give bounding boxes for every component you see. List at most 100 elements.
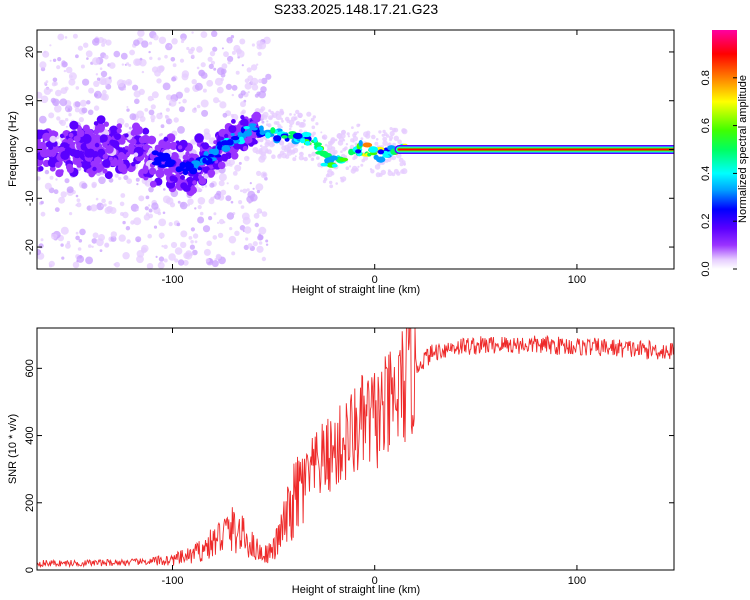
noise-dot [197, 205, 202, 210]
noise-dot [53, 189, 59, 195]
band-blob [118, 159, 124, 166]
band-blob [92, 166, 97, 172]
noise-dot [55, 89, 62, 97]
noise-dot [219, 101, 227, 109]
noise-dot [346, 132, 350, 136]
noise-dot [148, 208, 153, 213]
band-blob [231, 119, 236, 124]
noise-dot [52, 58, 57, 62]
noise-dot [191, 108, 197, 113]
noise-dot [158, 218, 167, 227]
noise-dot [145, 195, 150, 200]
noise-dot [207, 56, 213, 62]
ridge-spot [159, 154, 166, 161]
noise-dot [201, 186, 204, 189]
noise-dot [124, 122, 129, 128]
band-blob [253, 115, 261, 123]
noise-dot [178, 101, 181, 104]
noise-dot [98, 176, 106, 185]
noise-dot [174, 247, 183, 255]
noise-dot [180, 241, 187, 249]
colorbar-tick-label: 0.2 [700, 214, 712, 229]
noise-dot [43, 87, 52, 95]
noise-dot [298, 129, 303, 134]
noise-dot [200, 99, 209, 108]
noise-dot [128, 63, 132, 67]
noise-dot [280, 117, 284, 121]
noise-dot [216, 190, 222, 196]
band-blob [66, 163, 73, 171]
noise-dot [241, 109, 246, 114]
noise-dot [163, 244, 168, 249]
noise-dot [323, 177, 328, 181]
band-blob [142, 165, 149, 172]
noise-dot [146, 263, 154, 269]
noise-dot [81, 107, 88, 114]
noise-dot [171, 76, 177, 82]
noise-dot [259, 144, 263, 148]
ridge-spot [158, 164, 168, 168]
band-blob [203, 173, 209, 179]
noise-dot [323, 137, 327, 140]
noise-dot [179, 201, 188, 210]
noise-dot [271, 112, 278, 119]
noise-dot [218, 100, 221, 103]
y-tick-label: 0 [24, 567, 36, 573]
noise-dot [326, 148, 332, 153]
noise-dot [206, 240, 212, 247]
noise-dot [136, 183, 139, 186]
band-blob [182, 154, 189, 161]
band-blob [93, 121, 99, 126]
noise-dot [303, 156, 308, 162]
noise-dot [265, 73, 272, 80]
noise-dot [281, 145, 287, 151]
band-blob [103, 121, 110, 127]
noise-dot [210, 196, 215, 201]
noise-dot [149, 56, 153, 60]
noise-dot [279, 140, 285, 146]
noise-dot [257, 51, 262, 57]
noise-dot [317, 162, 322, 168]
noise-dot [133, 58, 141, 66]
noise-dot [64, 178, 70, 184]
band-blob [60, 150, 70, 160]
noise-dot [324, 143, 328, 147]
noise-dot [96, 238, 104, 247]
colorbar-tick-label: 0.4 [700, 166, 712, 181]
noise-dot [68, 72, 77, 81]
noise-dot [178, 106, 185, 113]
noise-dot [110, 231, 118, 238]
noise-dot [357, 165, 360, 168]
noise-dot [151, 91, 159, 99]
noise-dot [180, 230, 188, 238]
noise-dot [393, 127, 399, 133]
noise-dot [311, 125, 316, 130]
band-blob [169, 175, 176, 182]
noise-dot [231, 251, 236, 256]
noise-dot [96, 77, 101, 81]
noise-dot [82, 78, 90, 86]
noise-dot [267, 123, 272, 128]
noise-dot [221, 47, 224, 50]
ridge-spot [292, 132, 303, 140]
x-tick-label: 0 [372, 575, 378, 587]
noise-dot [247, 91, 250, 94]
noise-dot [239, 225, 246, 231]
band-blob [177, 145, 183, 150]
noise-dot [48, 112, 55, 119]
noise-dot [188, 236, 193, 240]
noise-dot [54, 105, 62, 113]
noise-dot [164, 114, 169, 119]
noise-dot [126, 106, 129, 108]
ridge-spot [175, 166, 183, 173]
noise-dot [194, 240, 198, 244]
noise-dot [176, 222, 181, 227]
noise-dot [261, 77, 268, 85]
noise-dot [358, 123, 361, 127]
ridge-spot [151, 160, 162, 166]
noise-dot [252, 241, 258, 247]
snr-ylabel: SNR (10 * v/v) [7, 414, 19, 484]
ridge-spot [301, 131, 312, 138]
